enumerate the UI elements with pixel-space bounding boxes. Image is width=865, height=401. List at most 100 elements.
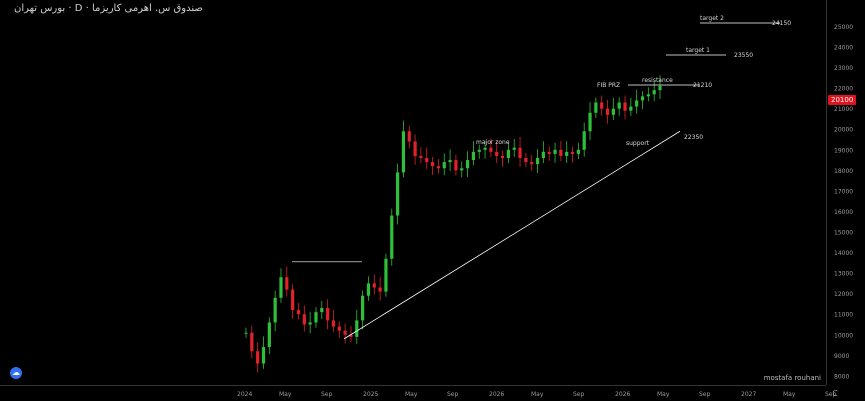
- y-tick-label: 13000: [834, 271, 853, 278]
- y-tick-label: 24000: [834, 45, 853, 52]
- candle-body: [588, 112, 592, 132]
- x-tick-label: May: [657, 391, 670, 398]
- y-tick-label: 25000: [834, 24, 853, 31]
- last-price-tag: 20100: [828, 95, 857, 105]
- candle-body: [337, 326, 341, 331]
- x-tick-label: Sep: [825, 391, 837, 398]
- x-tick-label: Sep: [321, 391, 333, 398]
- candle-body: [285, 277, 289, 290]
- y-tick-label: 21000: [834, 106, 853, 113]
- y-tick-label: 17000: [834, 188, 853, 195]
- candle-body: [623, 102, 627, 111]
- y-tick-label: 19000: [834, 147, 853, 154]
- annotation-label: resistance: [642, 77, 673, 84]
- y-tick-label: 11000: [834, 312, 853, 319]
- annotation-label: support: [626, 140, 650, 147]
- candle-body: [436, 166, 441, 169]
- candle-body: [547, 151, 551, 154]
- y-tick-label: 16000: [834, 209, 853, 216]
- candle-body: [279, 277, 283, 298]
- y-tick-label: 20000: [834, 127, 853, 134]
- candle-body: [559, 149, 563, 156]
- annotation-value: 23550: [734, 52, 753, 59]
- candle-body: [244, 332, 248, 334]
- time-axis[interactable]: [0, 385, 826, 401]
- candle-body: [267, 322, 271, 348]
- x-tick-label: Sep: [447, 391, 459, 398]
- candle-body: [518, 147, 522, 158]
- candle-body: [477, 149, 481, 152]
- candle-body: [320, 308, 324, 313]
- candle-body: [442, 162, 446, 169]
- candle-body: [302, 314, 306, 325]
- candle-body: [471, 151, 476, 161]
- annotation-value: 22350: [684, 134, 703, 141]
- y-tick-label: 12000: [834, 291, 853, 298]
- y-tick-label: 23000: [834, 65, 853, 72]
- candle-body: [454, 160, 458, 171]
- candle-body: [629, 106, 633, 111]
- candle-body: [506, 149, 510, 158]
- x-tick-label: 2027: [741, 391, 756, 398]
- candle-body: [565, 151, 569, 156]
- candle-body: [460, 168, 464, 171]
- candle-body: [553, 149, 557, 154]
- x-tick-label: 2024: [237, 391, 252, 398]
- x-tick-label: Sep: [573, 391, 585, 398]
- x-tick-label: May: [405, 391, 418, 398]
- cloud-icon[interactable]: ☁: [10, 367, 22, 379]
- candle-body: [570, 151, 575, 154]
- y-tick-label: 8000: [834, 373, 849, 380]
- author-label: mostafa rouhani: [763, 374, 821, 382]
- candle-body: [396, 172, 400, 216]
- candle-body: [250, 332, 254, 352]
- x-tick-label: May: [279, 391, 292, 398]
- candle-body: [582, 131, 586, 150]
- candle-body: [384, 258, 388, 292]
- candle-body: [605, 108, 610, 115]
- candle-body: [291, 289, 295, 311]
- candle-body: [419, 155, 423, 158]
- annotation-label: target 1: [686, 47, 710, 54]
- candle-body: [273, 297, 277, 323]
- candle-body: [600, 102, 604, 109]
- x-tick-label: 2025: [363, 391, 378, 398]
- candle-body: [256, 351, 260, 364]
- ticker-header: بورس تهران · D · صندوق س. اهرمی کاریزما: [14, 3, 203, 14]
- candle-body: [483, 147, 487, 150]
- y-tick-label: 9000: [834, 353, 849, 360]
- y-tick-label: 22000: [834, 86, 853, 93]
- x-tick-label: May: [783, 391, 796, 398]
- candle-body: [349, 334, 353, 337]
- candle-body: [465, 160, 470, 169]
- candle-body: [594, 102, 598, 113]
- annotation-value: 21210: [693, 82, 712, 89]
- auto-scale-button[interactable]: C: [832, 389, 838, 398]
- price-axis[interactable]: [826, 0, 865, 385]
- candle-body: [430, 162, 435, 167]
- candle-body: [635, 100, 639, 107]
- candle-body: [326, 308, 330, 321]
- candle-body: [512, 147, 516, 150]
- annotation-label: target 2: [700, 15, 724, 22]
- y-tick-label: 15000: [834, 230, 853, 237]
- candle-body: [378, 287, 382, 292]
- candle-body: [425, 158, 429, 163]
- candle-body: [535, 158, 540, 165]
- candle-body: [524, 158, 528, 163]
- x-tick-label: Sep: [699, 391, 711, 398]
- candle-body: [541, 151, 545, 158]
- candle-body: [611, 108, 615, 115]
- candle-body: [366, 283, 371, 296]
- candle-body: [413, 141, 417, 156]
- candle-body: [331, 320, 336, 327]
- candle-body: [652, 90, 656, 95]
- candle-body: [640, 96, 645, 101]
- candle-body: [407, 131, 411, 142]
- candle-body: [308, 322, 312, 325]
- x-tick-label: 2026: [615, 391, 630, 398]
- candle-body: [355, 320, 359, 337]
- candle-body: [361, 295, 365, 321]
